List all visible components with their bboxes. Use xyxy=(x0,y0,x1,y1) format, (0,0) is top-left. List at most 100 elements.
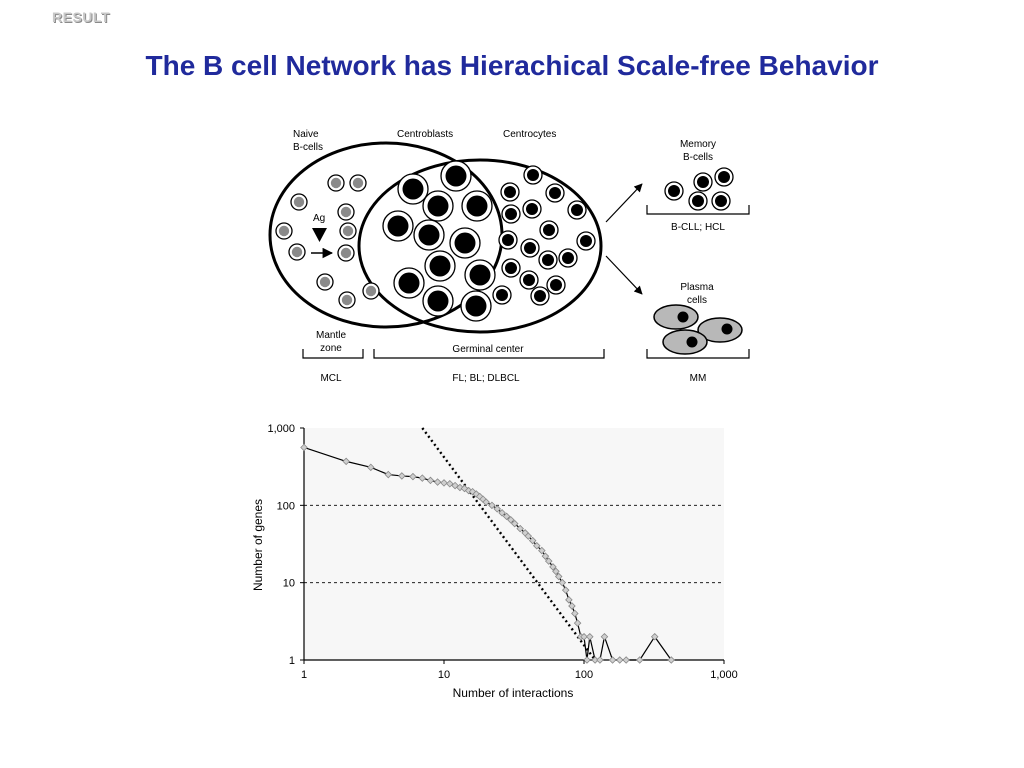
x-tick-label: 1,000 xyxy=(710,669,738,681)
data-point xyxy=(493,505,501,513)
x-tick-label: 10 xyxy=(438,669,450,681)
centrocyte-nucleus xyxy=(524,242,536,254)
centrocyte-nucleus xyxy=(571,204,583,216)
centroblast-nucleus xyxy=(429,255,451,277)
data-point xyxy=(591,656,599,664)
data-point xyxy=(558,578,567,587)
data-point xyxy=(433,478,442,486)
data-point xyxy=(538,546,546,555)
x-tick-label: 1 xyxy=(301,669,307,681)
data-point xyxy=(384,470,393,479)
centrocyte-nucleus xyxy=(504,186,516,198)
naive-cell-nucleus xyxy=(352,177,364,189)
data-point xyxy=(561,586,570,594)
data-point xyxy=(571,609,579,618)
data-point xyxy=(475,492,484,501)
naive-cell-nucleus xyxy=(319,276,331,288)
data-point xyxy=(510,519,519,528)
power-law-fit-line xyxy=(421,427,597,661)
naive-label-1: Naive xyxy=(293,129,319,140)
data-point xyxy=(502,512,511,521)
data-point xyxy=(596,656,604,664)
mantle-bracket xyxy=(302,349,364,359)
data-point xyxy=(524,532,533,540)
centrocyte-nucleus xyxy=(496,289,508,301)
data-point xyxy=(409,472,417,481)
centrocyte-cells xyxy=(492,165,596,306)
naive-cell-nucleus xyxy=(340,206,352,218)
data-point xyxy=(507,516,515,524)
data-point xyxy=(565,596,573,604)
centrocyte-nucleus xyxy=(523,274,535,286)
centroblast-nucleus xyxy=(469,264,491,286)
data-point xyxy=(460,484,469,493)
ag-label: Ag xyxy=(313,213,325,224)
centrocyte-nucleus xyxy=(505,262,517,274)
data-point xyxy=(541,552,550,560)
fl-label: FL; BL; DLBCL xyxy=(452,373,520,384)
plasma-bracket xyxy=(646,349,750,359)
centroblast-nucleus xyxy=(465,295,487,317)
germinal-bracket xyxy=(373,349,605,359)
data-point xyxy=(342,457,350,466)
centrocyte-nucleus xyxy=(526,203,538,215)
result-tag: RESULT xyxy=(52,9,110,25)
centrocyte-nucleus xyxy=(502,234,514,246)
memory-cell-nucleus xyxy=(692,195,704,207)
data-point xyxy=(568,602,576,610)
centroblast-nucleus xyxy=(427,290,449,312)
x-axis-label: Number of interactions xyxy=(453,686,574,700)
naive-cell-nucleus xyxy=(340,247,352,259)
data-point xyxy=(580,632,588,641)
data-point xyxy=(451,481,459,490)
centrocytes-label: Centrocytes xyxy=(503,129,556,140)
data-point xyxy=(479,495,487,503)
plasma-label-1: Plasma xyxy=(680,282,714,293)
centroblast-nucleus xyxy=(398,272,420,294)
centrocyte-nucleus xyxy=(549,187,561,199)
memory-label-2: B-cells xyxy=(683,152,713,163)
centrocyte-nucleus xyxy=(527,169,539,181)
plasma-cells xyxy=(653,304,743,355)
data-point xyxy=(300,443,308,452)
naive-cell-nucleus xyxy=(278,225,290,237)
data-point xyxy=(498,509,506,517)
series-line xyxy=(303,446,672,661)
memory-cell-nucleus xyxy=(715,195,727,207)
data-point xyxy=(577,632,585,641)
memory-cell-nucleus xyxy=(718,171,730,183)
memory-cells xyxy=(664,167,734,211)
naive-cell-nucleus xyxy=(330,177,342,189)
data-point xyxy=(544,557,553,565)
naive-cell-nucleus xyxy=(341,294,353,306)
naive-cell-nucleus xyxy=(293,196,305,208)
data-point xyxy=(464,486,473,495)
naive-label-2: B-cells xyxy=(293,142,323,153)
x-tick-label: 100 xyxy=(575,669,593,681)
centroblast-nucleus xyxy=(445,165,467,187)
data-point xyxy=(440,479,448,487)
y-tick-label: 10 xyxy=(283,578,295,590)
data-point xyxy=(600,632,609,641)
naive-cells xyxy=(275,174,380,309)
centrocyte-nucleus xyxy=(505,208,517,220)
data-point xyxy=(482,498,490,506)
centroblast-nucleus xyxy=(418,224,440,246)
data-point xyxy=(418,474,427,482)
y-tick-label: 100 xyxy=(277,500,295,512)
ag-triangle xyxy=(312,228,327,242)
centrocyte-nucleus xyxy=(542,254,554,266)
data-point xyxy=(667,656,676,664)
y-axis-label: Number of genes xyxy=(251,499,265,591)
centrocyte-nucleus xyxy=(543,224,555,236)
data-point xyxy=(608,656,617,664)
centrocyte-nucleus xyxy=(550,279,562,291)
data-point xyxy=(552,567,560,576)
memory-bracket xyxy=(646,205,750,215)
mm-label: MM xyxy=(690,373,707,384)
b-cell-diagram: Ag Naive B-cells Centroblasts Centrocyte… xyxy=(268,129,750,384)
memory-cell-nucleus xyxy=(668,185,680,197)
data-point xyxy=(426,476,435,485)
bcll-label: B-CLL; HCL xyxy=(671,222,725,233)
plasma-label-2: cells xyxy=(687,295,707,306)
